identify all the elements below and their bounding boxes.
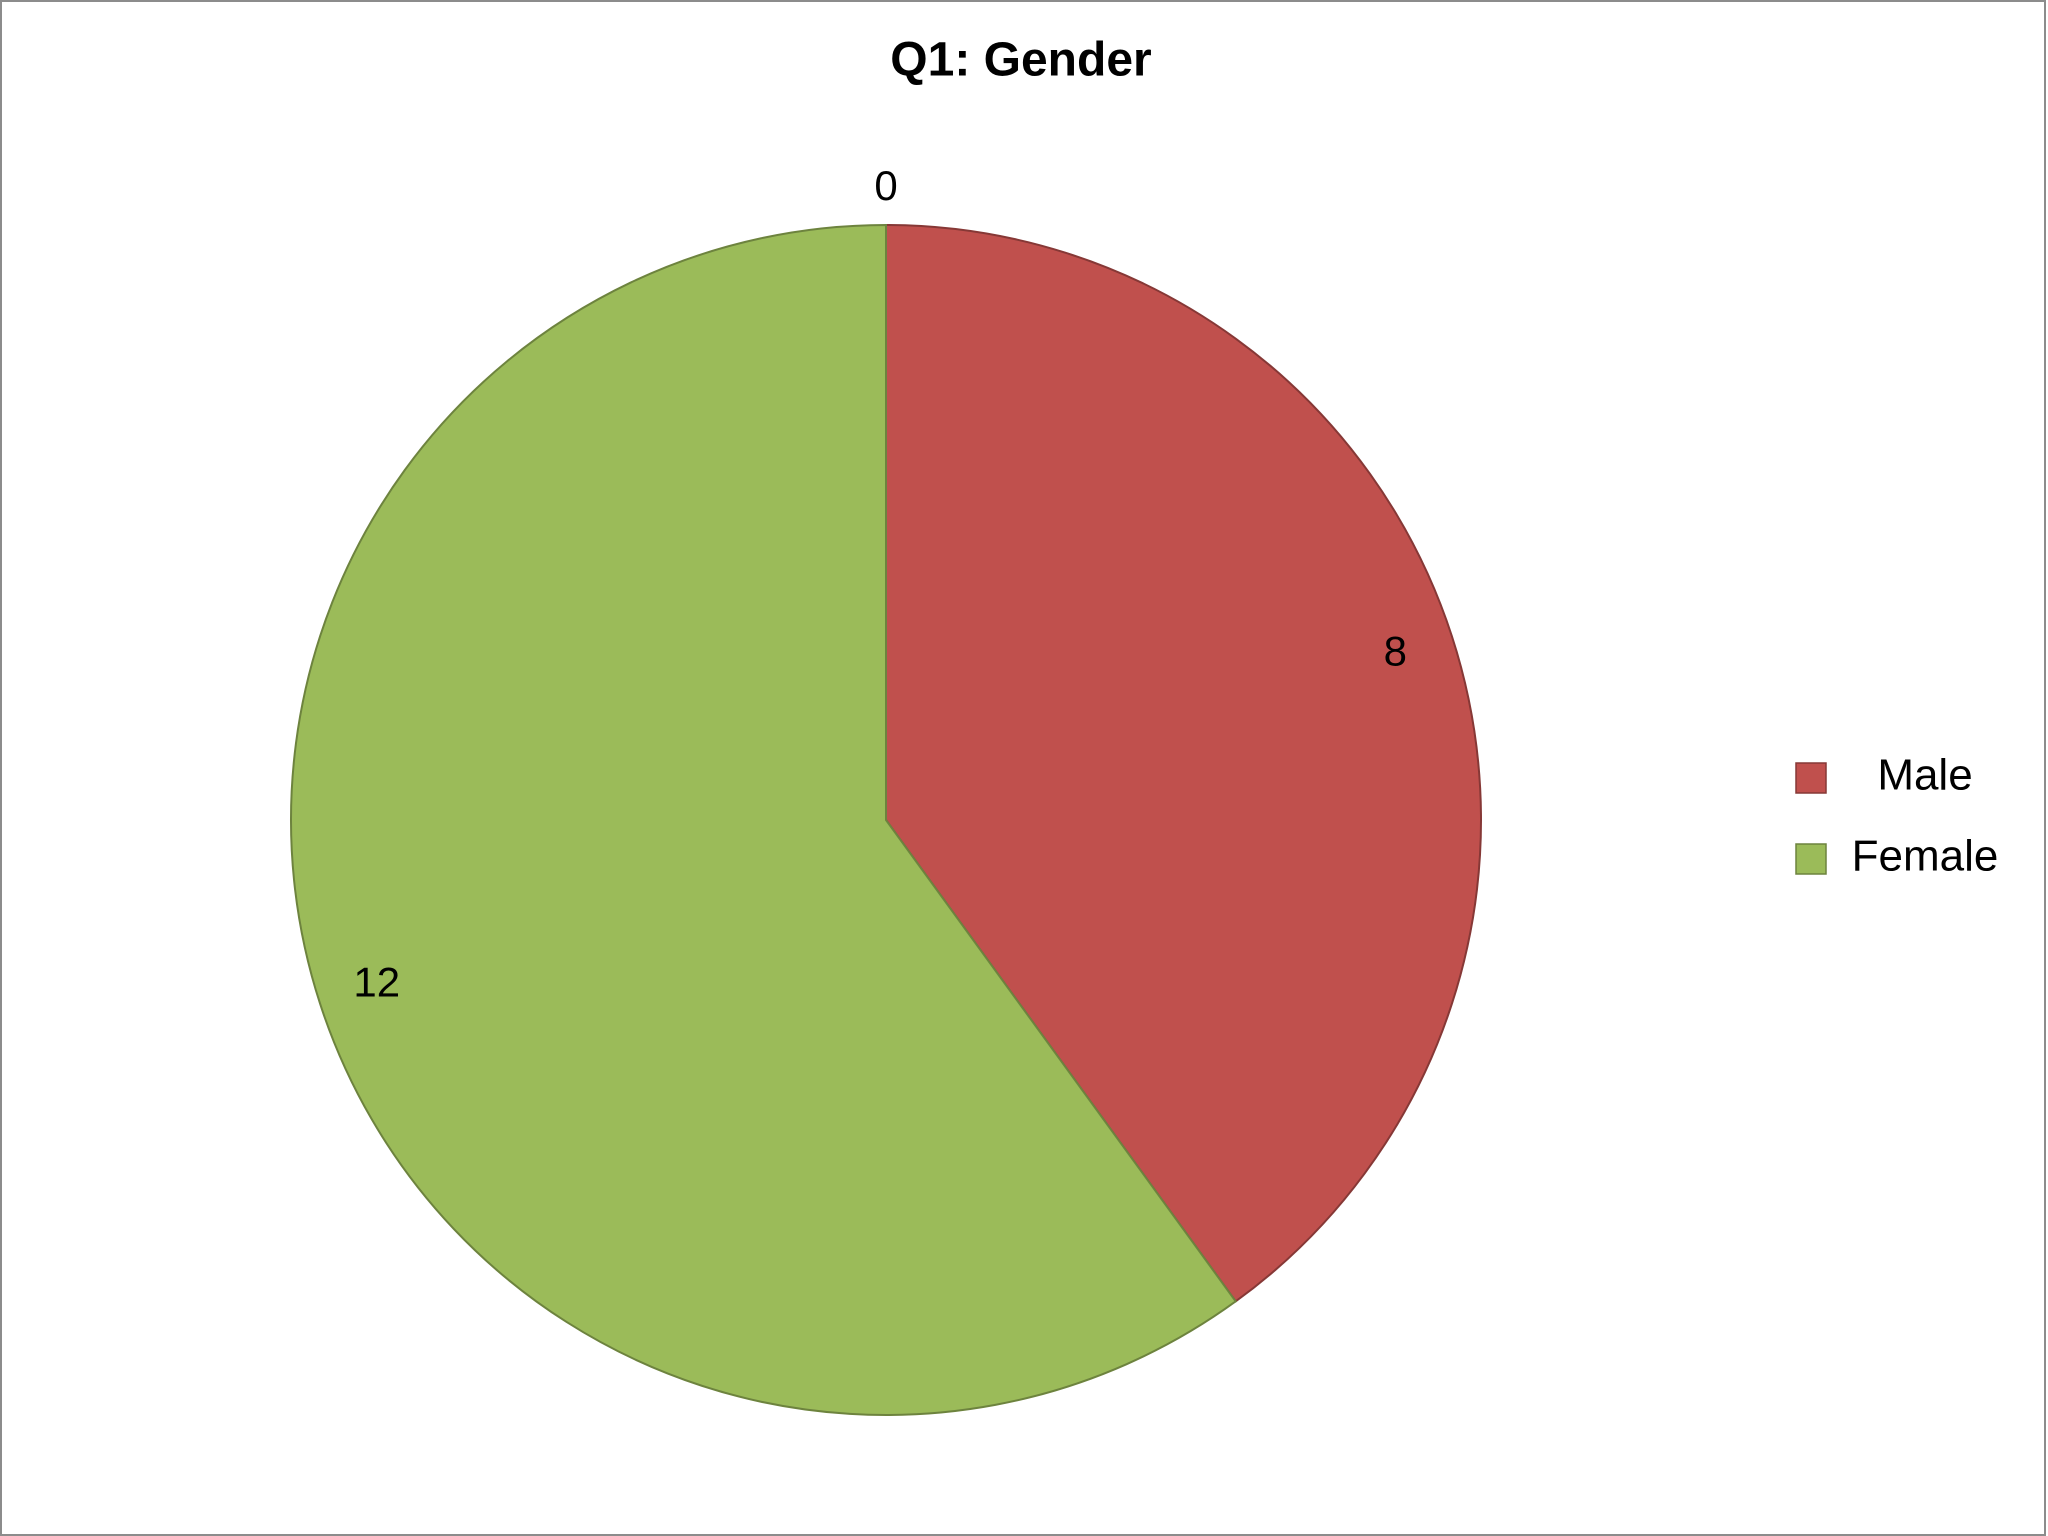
legend-swatch	[1795, 843, 1827, 875]
legend-label: Male	[1877, 751, 1972, 800]
data-label: 12	[353, 959, 400, 1006]
legend-swatch	[1795, 762, 1827, 794]
data-label: 0	[874, 162, 897, 209]
legend-label: Female	[1852, 832, 1999, 881]
pie-slice	[290, 223, 1238, 1416]
pie-slice	[885, 223, 1482, 1303]
chart-title: Q1: Gender	[890, 34, 1151, 87]
data-label: 8	[1384, 628, 1407, 675]
